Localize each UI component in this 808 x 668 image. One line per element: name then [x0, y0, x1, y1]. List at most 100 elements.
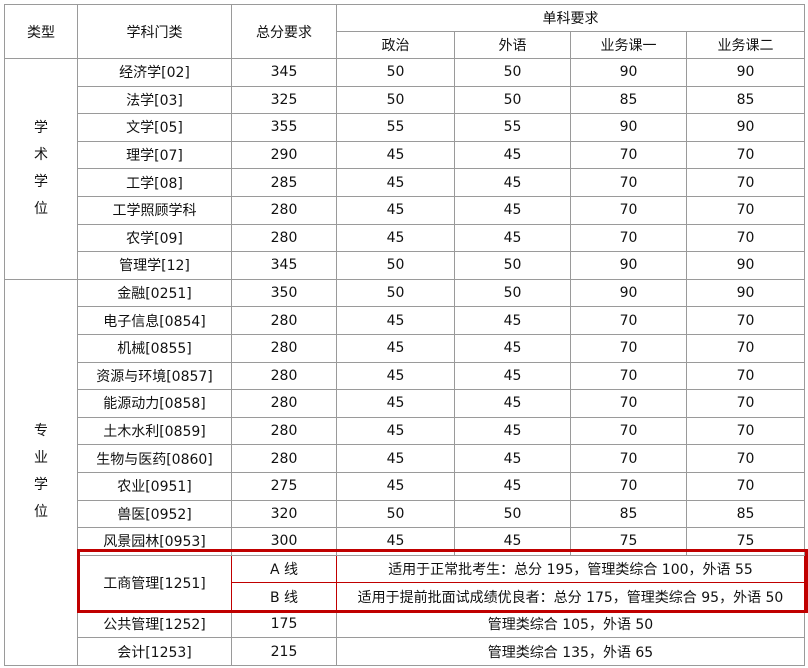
table-cell: 70	[686, 306, 805, 335]
table-cell: 70	[570, 444, 687, 473]
table-cell: 85	[686, 499, 805, 529]
table-cell: 公共管理[1252]	[77, 609, 232, 639]
table-cell: 土木水利[0859]	[77, 416, 232, 446]
table-cell: 50	[454, 499, 571, 529]
table-row: 法学[03] 325 50 50 85 85	[5, 85, 805, 115]
table-row: 管理学[12] 345 50 50 90 90	[5, 251, 805, 280]
table-row-mba: 工商管理[1251] A 线适用于正常批考生：总分 195，管理类综合 100，外…	[5, 554, 805, 611]
table-cell: 90	[686, 58, 805, 87]
table-cell: 70	[570, 471, 687, 501]
table-cell: 90	[686, 278, 805, 308]
table-cell: 45	[454, 444, 571, 473]
table-row: 公共管理[1252] 175 管理类综合 105，外语 50	[5, 609, 805, 639]
table-row: 风景园林[0953] 300 45 45 75 75	[5, 527, 805, 556]
table-row: 资源与环境[0857] 280 45 45 70 70	[5, 361, 805, 391]
table-cell: 50	[454, 278, 571, 308]
table-row: 机械[0855] 280 45 45 70 70	[5, 333, 805, 363]
table-cell: 45	[454, 389, 571, 418]
table-cell: 风景园林[0953]	[77, 527, 232, 556]
table-cell: 85	[570, 499, 687, 529]
table-cell: 175	[231, 609, 337, 639]
table-row: 生物与医药[0860] 280 45 45 70 70	[5, 444, 805, 473]
table-cell: 兽医[0952]	[77, 499, 232, 529]
table-cell: 90	[570, 251, 687, 280]
table-cell: 85	[570, 85, 687, 115]
header-total: 总分要求	[231, 4, 337, 59]
header-subject: 业务课一	[570, 31, 687, 59]
table-cell: 50	[336, 278, 455, 308]
table-cell: 45	[454, 168, 571, 197]
table-row: 工学[08] 285 45 45 70 70	[5, 168, 805, 197]
table-cell: 70	[686, 416, 805, 446]
table-cell: 70	[686, 471, 805, 501]
table-cell: 45	[336, 306, 455, 335]
header-single: 单科要求	[336, 4, 805, 32]
table-cell: 生物与医药[0860]	[77, 444, 232, 473]
mba-line-label: B 线	[231, 582, 337, 611]
table-row: 能源动力[0858] 280 45 45 70 70	[5, 389, 805, 418]
table-cell: 70	[686, 168, 805, 197]
table-cell: 85	[686, 85, 805, 115]
table-cell: 50	[454, 85, 571, 115]
table-row: 学术学位经济学[02] 345 50 50 90 90	[4, 58, 805, 280]
table-cell: 45	[336, 389, 455, 418]
mba-line-text: 适用于正常批考生：总分 195，管理类综合 100，外语 55	[336, 554, 805, 584]
table-cell: 90	[570, 278, 687, 308]
table-cell: 215	[231, 637, 337, 667]
header-subject: 业务课二	[686, 31, 805, 59]
table-cell: 70	[686, 389, 805, 418]
table-cell: 280	[231, 389, 337, 418]
table-cell: 工学[08]	[77, 168, 232, 197]
table-cell: 280	[231, 223, 337, 253]
table-row: 土木水利[0859] 280 45 45 70 70	[5, 416, 805, 446]
table-cell: 70	[570, 195, 687, 225]
table-cell: 45	[336, 195, 455, 225]
table-cell: 会计[1253]	[77, 637, 232, 667]
table-cell: 355	[231, 113, 337, 142]
table-cell: 90	[570, 58, 687, 87]
type-label-char: 学	[34, 173, 48, 190]
table-cell: 70	[570, 168, 687, 197]
table-cell: 文学[05]	[77, 113, 232, 142]
type-label-char: 学	[34, 119, 48, 136]
table-cell: 资源与环境[0857]	[77, 361, 232, 391]
table-cell: 45	[336, 527, 455, 556]
table-cell: 280	[231, 444, 337, 473]
table-cell: 280	[231, 361, 337, 391]
table-cell: 农学[09]	[77, 223, 232, 253]
table-cell: 50	[336, 499, 455, 529]
table-cell: 45	[336, 444, 455, 473]
table-cell: 45	[454, 140, 571, 170]
table-cell: 45	[336, 223, 455, 253]
table-cell: 管理学[12]	[77, 251, 232, 280]
table-row: 农学[09] 280 45 45 70 70	[5, 223, 805, 253]
table-cell: 70	[570, 140, 687, 170]
table-row: 理学[07] 290 45 45 70 70	[5, 140, 805, 170]
table-cell: 45	[454, 527, 571, 556]
table-cell: 电子信息[0854]	[77, 306, 232, 335]
table-cell: 45	[336, 168, 455, 197]
table-cell: 50	[336, 85, 455, 115]
table-cell: 管理类综合 105，外语 50	[336, 609, 805, 639]
table-cell: 70	[570, 333, 687, 363]
table-cell: 350	[231, 278, 337, 308]
table-row: 文学[05] 355 55 55 90 90	[5, 113, 805, 142]
table-cell: 70	[570, 389, 687, 418]
table-cell: 理学[07]	[77, 140, 232, 170]
table-row-mba: B 线适用于提前批面试成绩优良者：总分 175，管理类综合 95，外语 50	[5, 582, 805, 611]
table-cell: 45	[454, 333, 571, 363]
table-cell: 45	[454, 223, 571, 253]
table-cell: 345	[231, 251, 337, 280]
table-cell: 金融[0251]	[77, 278, 232, 308]
table-cell: 法学[03]	[77, 85, 232, 115]
table-cell: 290	[231, 140, 337, 170]
table-row: 会计[1253] 215 管理类综合 135，外语 65	[5, 637, 805, 667]
table-cell: 70	[686, 223, 805, 253]
mba-line-text: 适用于提前批面试成绩优良者：总分 175，管理类综合 95，外语 50	[336, 582, 805, 611]
table-cell: 45	[454, 416, 571, 446]
table-row: 专业学位金融[0251] 350 50 50 90 90	[4, 278, 805, 667]
table-cell: 45	[336, 333, 455, 363]
header-subject: 政治	[336, 31, 455, 59]
table-cell: 75	[686, 527, 805, 556]
table-cell: 70	[686, 195, 805, 225]
